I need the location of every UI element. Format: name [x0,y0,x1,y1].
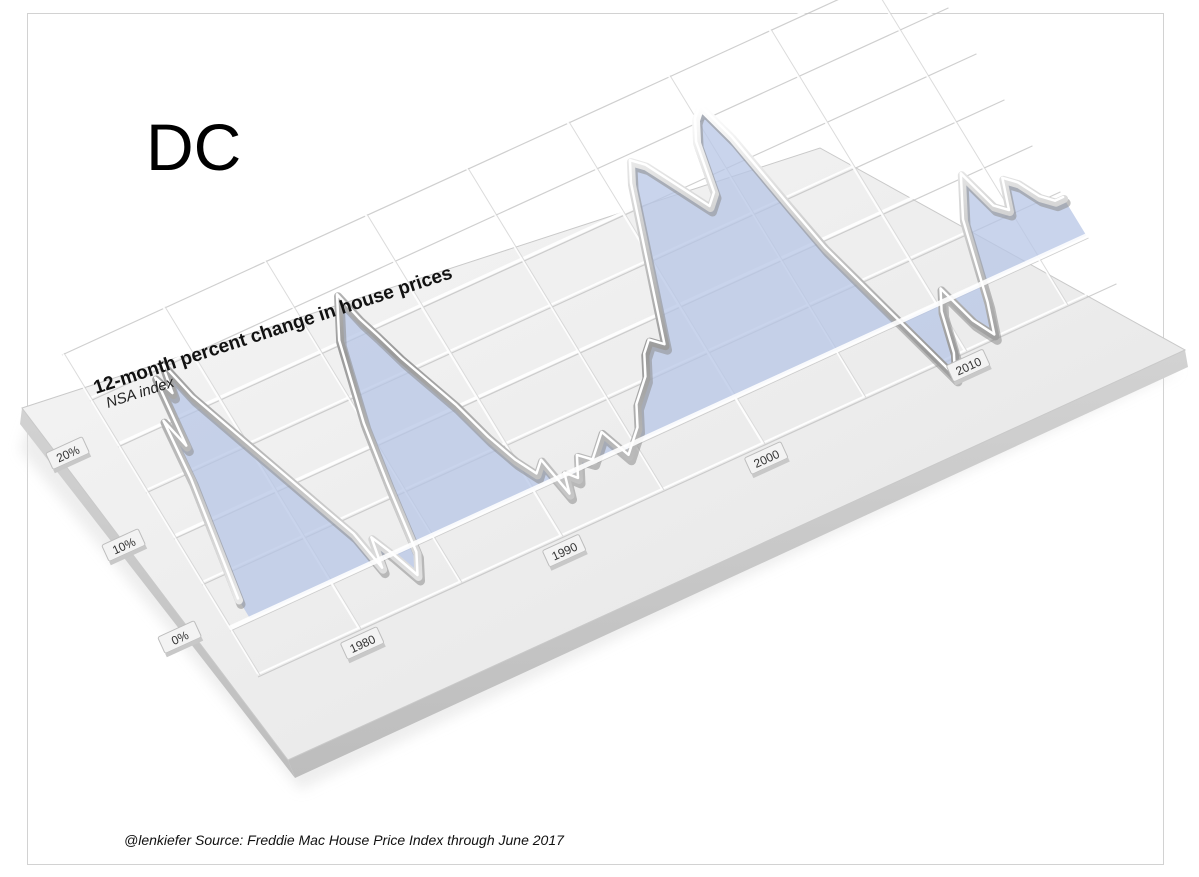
grid-line-y [173,141,1034,538]
tick-tile-edge [109,544,148,566]
y-tick-20: 20% [45,436,92,474]
x-tick-2010: 2010 [946,349,992,386]
tick-tile [157,620,202,654]
grid-line-x [465,166,663,490]
x-tick-1980: 1980 [340,626,386,664]
tick-tile [542,534,586,567]
grid-line-y-shadow [89,7,949,402]
tick-label: 0% [169,628,191,648]
source-caption: @lenkiefer Source: Freddie Mac House Pri… [124,832,564,848]
y-tick-10: 10% [101,528,148,566]
y-tick-0: 0% [157,620,204,658]
grid-line-x-shadow [467,167,665,491]
grid-line-y-shadow [173,145,1033,540]
tick-tile-edge [751,457,790,479]
tick-tile-edge [165,636,204,658]
grid-line-y-shadow [145,99,1005,494]
x-tick-1990: 1990 [542,534,588,571]
grid-line-y-shadow [257,283,1117,678]
area-fill [156,106,1087,619]
grid-line-y [257,279,1117,675]
grid-line-x-shadow [63,352,261,676]
grid-line-y-shadow [117,53,977,448]
tick-tile-edge [953,365,992,386]
grid-line-y-shadow [61,0,839,356]
data-area [152,102,1090,631]
grid-line-x [61,351,259,675]
grid-line-x-shadow [770,28,968,352]
tick-tile-edge [53,452,92,474]
board-side-front [288,350,1188,778]
tick-tile [101,528,146,562]
x-tick-2000: 2000 [744,441,790,479]
board-side [20,408,295,778]
grid-line-y [201,187,1061,583]
grid-line-y [89,3,949,399]
grid-line-y [117,49,978,446]
grid-line-y [61,0,835,354]
region-label: DC [146,110,242,184]
tick-tile [340,626,384,660]
tick-tile-edge [347,642,386,664]
tick-tile-edge [549,550,588,571]
grid-line-y-shadow [201,191,1061,586]
zero-baseline [228,232,1090,631]
grid-line-y [145,95,1005,491]
grid-line-x [767,27,967,352]
